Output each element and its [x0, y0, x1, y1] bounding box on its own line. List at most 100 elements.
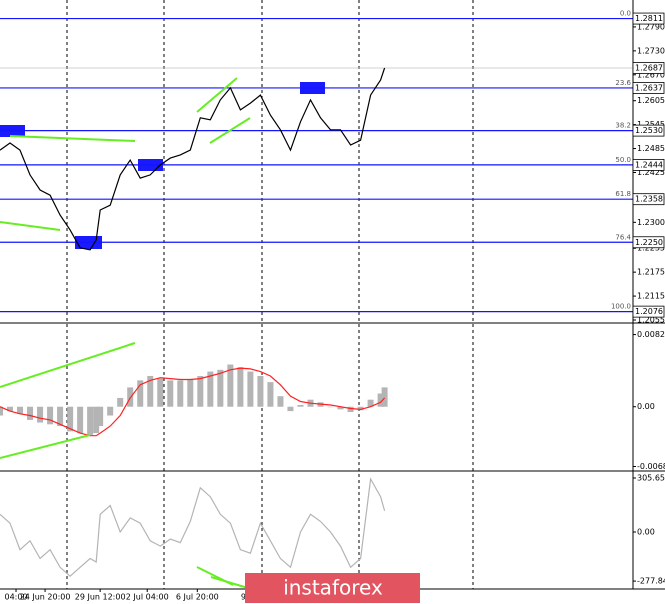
level-name: 50.0 [615, 156, 631, 164]
x-tick-label: 24 Jun 20:00 [20, 593, 71, 602]
trend-lines [0, 77, 251, 589]
level-price-label: 1.2444 [635, 160, 663, 169]
histogram-bar [0, 406, 3, 416]
level-price-label: 1.2530 [635, 126, 663, 135]
level-name: 38.2 [615, 122, 631, 130]
histogram-bar [337, 406, 344, 410]
panel-borders [0, 0, 665, 590]
histogram-bar [257, 375, 264, 407]
histogram-bar [87, 406, 94, 435]
y-tick-label: 1.2115 [637, 292, 665, 301]
level-price-label: 1.2358 [635, 195, 663, 204]
trend-line [9, 135, 136, 142]
level-price-box [632, 12, 665, 25]
last-price-box [632, 62, 665, 74]
level-price-label: 1.2076 [635, 307, 663, 316]
histogram-bar [137, 380, 144, 407]
y-tick-label: 1.2055 [637, 316, 665, 325]
histogram-bar [93, 406, 100, 434]
level-price-box [632, 124, 665, 137]
histogram-bar [17, 406, 24, 414]
histogram-bar [167, 380, 174, 407]
y-tick-label: 0.00 [637, 402, 655, 411]
trend-line [0, 434, 91, 459]
histogram-bar [277, 396, 284, 407]
level-name: 0.0 [620, 10, 631, 18]
level-price-box [632, 82, 665, 94]
x-tick-label: 2 Jul 04:00 [126, 593, 169, 602]
y-tick-label: 1.2790 [637, 22, 665, 31]
histogram-bar [367, 399, 374, 407]
level-price-box [632, 193, 665, 206]
histogram-bar [287, 406, 294, 412]
histogram-bar [77, 406, 84, 434]
histogram-bar [247, 371, 254, 407]
histogram-bar [217, 369, 224, 407]
level-price-label: 1.2250 [635, 238, 663, 247]
histogram-bar [147, 375, 154, 407]
y-tick-label: 1.2175 [637, 268, 665, 277]
trend-line [196, 77, 238, 113]
histogram-bar [197, 375, 204, 407]
histogram-bar [7, 406, 14, 412]
y-tick-label: -277.841 [637, 577, 665, 586]
histogram-bar [227, 364, 234, 407]
level-price-label: 1.2811 [635, 14, 663, 23]
histogram-bar [347, 406, 354, 412]
trend-line [0, 221, 61, 231]
watermark-text: instaforex [283, 576, 383, 600]
level-price-box [632, 305, 665, 318]
level-name: 100.0 [611, 303, 631, 311]
y-tick-label: 1.2545 [637, 120, 665, 129]
y-tick-label: 1.2605 [637, 96, 665, 105]
histogram-bar [97, 406, 104, 427]
trend-line [209, 117, 251, 144]
watermark-box [245, 573, 420, 603]
level-price-label: 1.2637 [635, 83, 663, 92]
y-tick-label: 1.2235 [637, 244, 665, 253]
level-price-box [632, 236, 665, 249]
histogram-bar [297, 404, 304, 407]
histogram-bar [157, 378, 164, 407]
data-line [0, 67, 386, 251]
last-price-label: 1.2687 [635, 64, 663, 73]
histogram-bar [381, 387, 388, 407]
histogram-bar [27, 406, 34, 420]
histogram-bar [57, 406, 64, 427]
y-tick-label: 1.2670 [637, 70, 665, 79]
level-name: 23.6 [615, 79, 631, 87]
histogram-bar [117, 397, 124, 407]
histogram-bar [187, 379, 194, 407]
data-line [0, 477, 386, 578]
histogram-bar [377, 393, 384, 407]
y-tick-label: 305.6521 [637, 474, 665, 483]
y-tick-label: 1.2425 [637, 168, 665, 177]
trend-line [210, 576, 249, 589]
histogram-bar [207, 371, 214, 407]
histogram-bar [37, 406, 44, 423]
histogram-bar [47, 406, 54, 425]
x-tick-label: 04:00 [4, 593, 27, 602]
histogram-bar [267, 382, 274, 407]
data-line [0, 367, 386, 437]
histogram-bar [357, 406, 364, 411]
level-name: 76.4 [615, 233, 631, 241]
y-tick-label: 0.00 [637, 528, 655, 537]
y-tick-label: 0.00821 [637, 330, 665, 339]
histogram-bar [107, 406, 114, 416]
histogram-bar [67, 406, 74, 432]
plot: 1.2790 1.2730 1.2670 1.2605 1.2545 1.2485 1.24… [0, 10, 665, 602]
x-tick-label: 6 Jul 20:00 [176, 593, 219, 602]
y-tick-label: 1.2300 [637, 218, 665, 227]
watermark: instaforex [245, 573, 420, 603]
trend-line [0, 342, 136, 388]
histogram-bar [327, 406, 334, 408]
x-tick-label: 29 Jun 12:00 [75, 593, 126, 602]
histogram-bar [177, 380, 184, 407]
y-tick-label: -0.0068 [637, 462, 665, 471]
y-tick-label: 1.2730 [637, 46, 665, 55]
level-name: 61.8 [615, 190, 631, 198]
level-price-box [632, 158, 665, 171]
